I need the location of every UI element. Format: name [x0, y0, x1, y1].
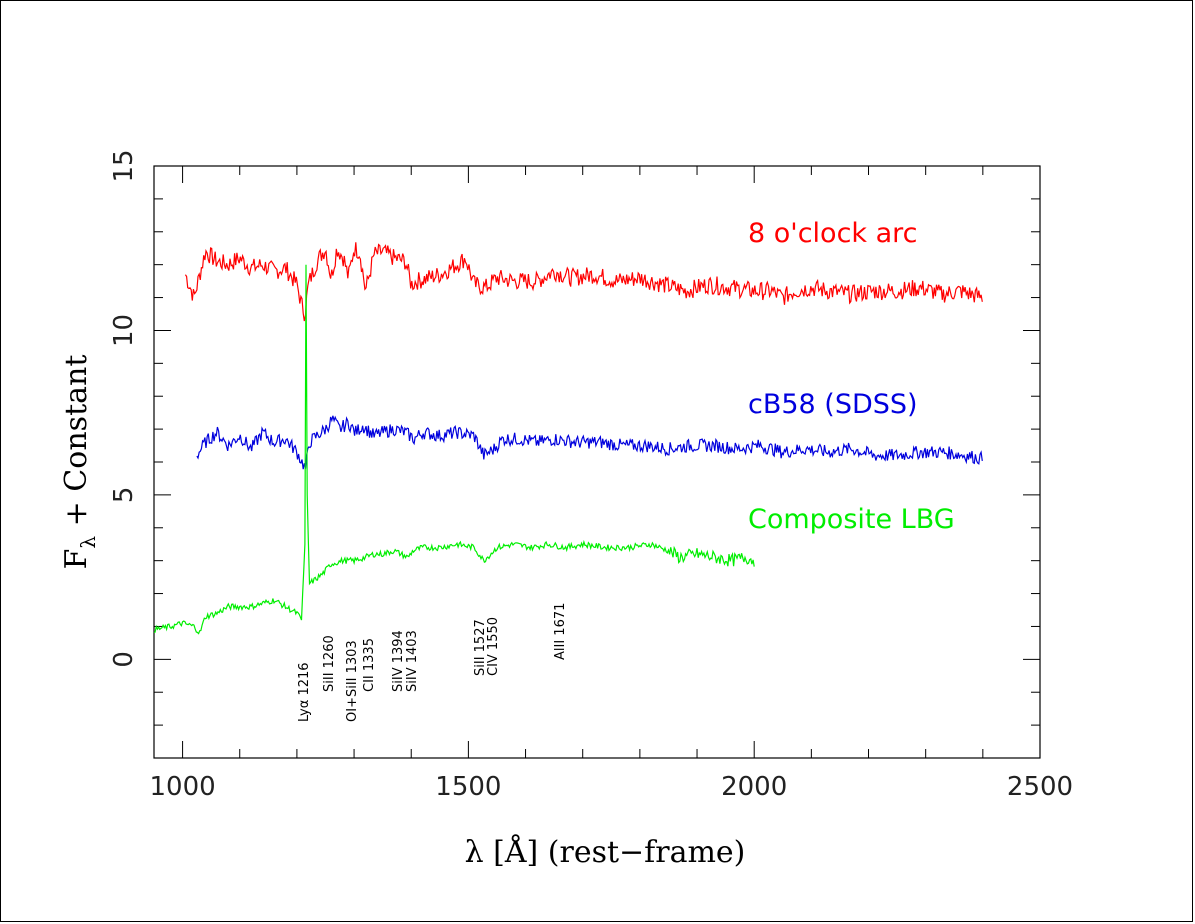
- absorption-line-label: Lyα 1216: [297, 662, 312, 722]
- x-tick-label: 2500: [1007, 772, 1073, 802]
- x-tick-label: 1000: [149, 772, 215, 802]
- x-axis-title: λ [Å] (rest−frame): [465, 834, 746, 870]
- y-tick-label: 15: [109, 149, 139, 182]
- series-line: [184, 242, 983, 322]
- absorption-line-label: OI+SiII 1303: [345, 640, 360, 722]
- x-tick-label: 2000: [721, 772, 787, 802]
- series-label: cB58 (SDSS): [748, 389, 918, 420]
- absorption-line-label: SiIV 1394: [391, 630, 406, 692]
- plot-area-frame: [153, 165, 1041, 759]
- absorption-line-label: SiIV 1403: [405, 630, 420, 692]
- series-line: [153, 264, 755, 635]
- absorption-line-label: AlII 1671: [553, 603, 568, 660]
- series-line: [196, 415, 983, 470]
- absorption-line-label: SiII 1260: [322, 635, 337, 692]
- y-tick-label: 10: [109, 314, 139, 347]
- labels-layer: 8 o'clock arc cB58 (SDSS) Composite LBG Lyα…: [297, 218, 955, 722]
- absorption-line-label: SiII 1527: [473, 619, 488, 676]
- y-tick-label: 0: [109, 651, 139, 668]
- absorption-line-label: CIV 1550: [486, 617, 501, 676]
- y-axis-title-main: F: [59, 549, 94, 570]
- series-label: Composite LBG: [748, 504, 955, 535]
- y-axis-title: Fλ + Constant: [59, 355, 100, 570]
- y-axis-title-subscript: λ: [76, 536, 100, 549]
- y-tick-label: 5: [109, 487, 139, 504]
- x-tick-label: 1500: [435, 772, 501, 802]
- series-label: 8 o'clock arc: [748, 218, 918, 249]
- absorption-line-label: CII 1335: [362, 638, 377, 692]
- series-layer: [153, 242, 983, 635]
- y-axis-title-rest: + Constant: [59, 355, 94, 536]
- axis-ticks: 1000 1500 2000 2500 0 5 10 15: [109, 149, 1073, 802]
